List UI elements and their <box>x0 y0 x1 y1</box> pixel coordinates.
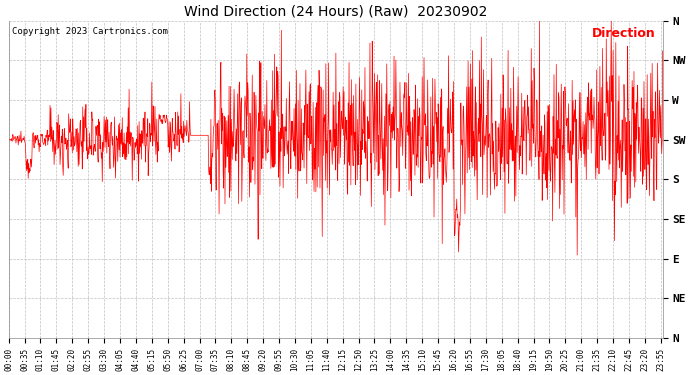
Text: Copyright 2023 Cartronics.com: Copyright 2023 Cartronics.com <box>12 27 168 36</box>
Text: Direction: Direction <box>592 27 656 40</box>
Title: Wind Direction (24 Hours) (Raw)  20230902: Wind Direction (24 Hours) (Raw) 20230902 <box>184 4 487 18</box>
